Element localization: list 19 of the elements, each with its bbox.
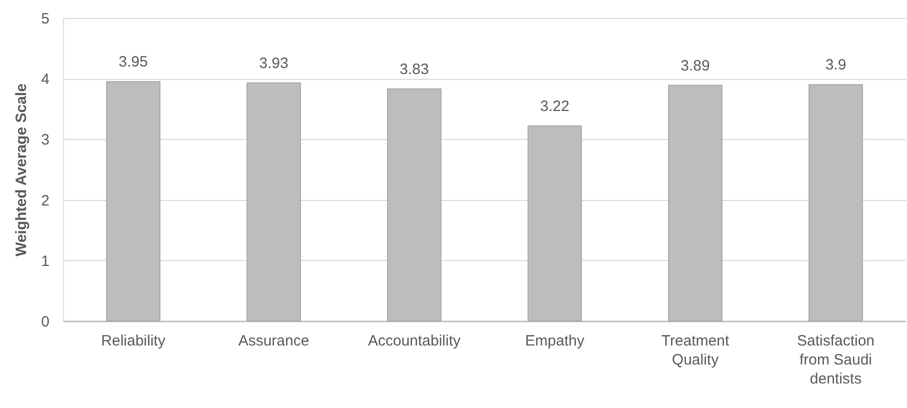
x-tick-label: Reliability [101,332,166,350]
x-tick-label: Assurance [238,332,310,350]
data-label: 3.9 [825,56,846,74]
y-tick-label: 5 [41,10,50,28]
y-tick-label: 0 [41,314,50,330]
data-label: 3.83 [400,60,429,78]
y-tick-label: 4 [41,71,50,88]
y-tick-label: 2 [41,192,50,210]
y-axis-title: Weighted Average Scale [13,84,30,256]
data-label: 3.95 [118,54,148,71]
data-label: 3.93 [259,54,288,72]
data-label: 3.22 [540,98,570,115]
x-tick-label: Empathy [525,332,585,350]
y-tick-label: 1 [41,252,50,270]
data-label: 3.89 [680,57,710,74]
x-tick-label: Satisfaction from Saudi dentists [796,332,875,388]
x-tick-label: Treatment Quality [661,332,730,368]
y-tick-label: 3 [41,132,50,149]
x-tick-label: Accountability [368,332,462,350]
